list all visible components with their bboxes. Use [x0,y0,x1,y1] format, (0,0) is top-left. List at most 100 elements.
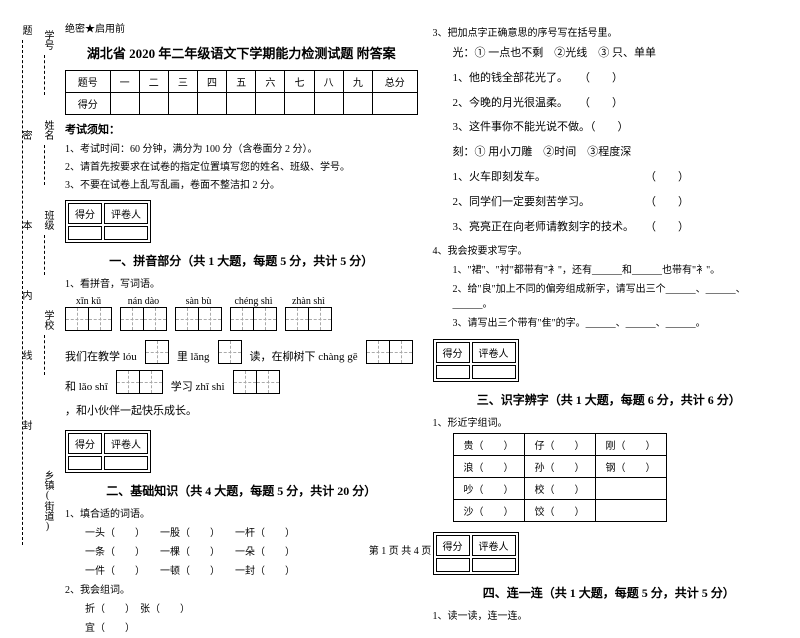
sb-label: 得分 [68,203,102,224]
page-footer: 第 1 页 共 4 页 [0,542,800,557]
cell[interactable] [595,478,666,500]
cell[interactable]: 钢（ ） [595,456,666,478]
q1-1: 1、看拼音，写词语。 [65,275,418,290]
score-table: 题号 一 二 三 四 五 六 七 八 九 总分 得分 [65,70,418,115]
label-xiangzhen: 乡镇(街道) [40,470,55,532]
cell[interactable]: 浪（ ） [453,456,524,478]
scorebox: 得分评卷人 [65,430,151,473]
k-item[interactable]: 1、火车即刻发车。 （ ） [433,168,786,188]
tianzi[interactable] [65,307,112,331]
q4-line[interactable]: 3、请写出三个带有"隹"的字。______、______、______。 [433,314,786,329]
py: zhàn shì [285,296,332,307]
sb-cell[interactable] [104,456,148,470]
mark: 封 [18,420,33,430]
fill[interactable]: 一顿（ ） [160,566,215,577]
py-block: nán dào [120,296,167,334]
g-item[interactable]: 2、今晚的月光很温柔。 （ ） [433,94,786,114]
td[interactable] [227,93,256,115]
th: 六 [256,71,285,93]
th: 七 [285,71,314,93]
def-guang: 光：① 一点也不剩 ②光线 ③ 只、单单 [433,44,786,64]
q4-line[interactable]: 1、"裙"、"衬"都带有"衤"，还有______和______也带有"衤"。 [433,261,786,276]
k-item[interactable]: 2、同学们一定要刻苦学习。 （ ） [433,193,786,213]
td[interactable] [168,93,197,115]
td[interactable] [256,93,285,115]
pinyin-row-2: 我们在教学 lóu 里 lǎng 读，在柳树下 chàng gē [65,340,418,364]
py: sàn bù [175,296,222,307]
td[interactable] [139,93,168,115]
py-block: zhàn shì [285,296,332,334]
sb-cell[interactable] [68,456,102,470]
mark: 密 [18,130,33,140]
table-row: 题号 一 二 三 四 五 六 七 八 九 总分 [66,71,418,93]
section4-title: 四、连一连（共 1 大题，每题 5 分，共计 5 分） [433,584,786,601]
q4-line[interactable]: 2、给"良"加上不同的偏旁组成新字，请写出三个______、______、___… [433,280,786,310]
q2-2-line[interactable]: 折（ ） 张（ ） [65,600,418,615]
line [44,335,45,375]
th: 八 [314,71,343,93]
fill[interactable]: 一件（ ） [85,566,140,577]
fill-row: 一头（ ） 一股（ ） 一杆（ ） [65,524,418,539]
mark: 本 [18,220,33,230]
tianzi[interactable] [175,307,222,331]
mark: 题 [18,25,33,35]
td[interactable] [343,93,372,115]
line [44,55,45,95]
label-banji: 班级 [40,210,55,230]
label-xuexiao: 学校 [40,310,55,330]
td: 得分 [66,93,111,115]
text: 里 lǎng [177,348,210,364]
td[interactable] [285,93,314,115]
tianzi[interactable] [233,370,280,394]
tianzi[interactable] [366,340,413,364]
cell[interactable]: 仔（ ） [524,434,595,456]
sb-label: 得分 [68,433,102,454]
fill[interactable]: 一封（ ） [235,566,295,577]
tianzi[interactable] [218,340,242,364]
tianzi[interactable] [230,307,277,331]
tianzi[interactable] [145,340,169,364]
th: 五 [227,71,256,93]
cell[interactable]: 贵（ ） [453,434,524,456]
tianzi[interactable] [120,307,167,331]
tianzi[interactable] [116,370,163,394]
mark: 线 [18,350,33,360]
fill[interactable]: 一头（ ） [85,528,140,539]
exam-page: 学号 姓名 班级 学校 乡镇(街道) 题 密 本 内 线 封 绝密★启用前 湖北… [0,0,800,565]
notice-heading: 考试须知： [65,121,418,137]
g-item[interactable]: 1、他的钱全部花光了。 （ ） [433,69,786,89]
sb-cell[interactable] [436,365,470,379]
td[interactable] [372,93,417,115]
k-item[interactable]: 3、亮亮正在向老师请教刻字的技术。 （ ） [433,218,786,238]
sb-cell[interactable] [68,226,102,240]
td[interactable] [110,93,139,115]
cell[interactable]: 孙（ ） [524,456,595,478]
sb-cell[interactable] [436,558,470,572]
table-row: 得分 [66,93,418,115]
th: 九 [343,71,372,93]
fill[interactable]: 一股（ ） [160,528,215,539]
q2-2-line[interactable]: 宜（ ） [65,619,418,634]
sb-cell[interactable] [104,226,148,240]
sb-cell[interactable] [472,558,516,572]
fill[interactable]: 一杆（ ） [235,528,295,539]
g-item[interactable]: 3、这件事你不能光说不做。（ ） [433,118,786,138]
char-table: 贵（ ）仔（ ）刚（ ） 浪（ ）孙（ ）钢（ ） 吵（ ）校（ ） 沙（ ）饺… [453,433,667,522]
notice-item: 2、请首先按要求在试卷的指定位置填写您的姓名、班级、学号。 [65,158,418,173]
cell[interactable]: 刚（ ） [595,434,666,456]
q2-2: 2、我会组词。 [65,581,418,596]
cell[interactable] [595,500,666,522]
sb-cell[interactable] [472,365,516,379]
td[interactable] [197,93,226,115]
tianzi[interactable] [285,307,332,331]
cell[interactable]: 吵（ ） [453,478,524,500]
cell[interactable]: 饺（ ） [524,500,595,522]
th: 总分 [372,71,417,93]
scorebox: 得分评卷人 [433,339,519,382]
notice-item: 3、不要在试卷上乱写乱画，卷面不整洁扣 2 分。 [65,176,418,191]
cell[interactable]: 沙（ ） [453,500,524,522]
cell[interactable]: 校（ ） [524,478,595,500]
py: chéng shì [230,296,277,307]
scorebox: 得分评卷人 [65,200,151,243]
td[interactable] [314,93,343,115]
